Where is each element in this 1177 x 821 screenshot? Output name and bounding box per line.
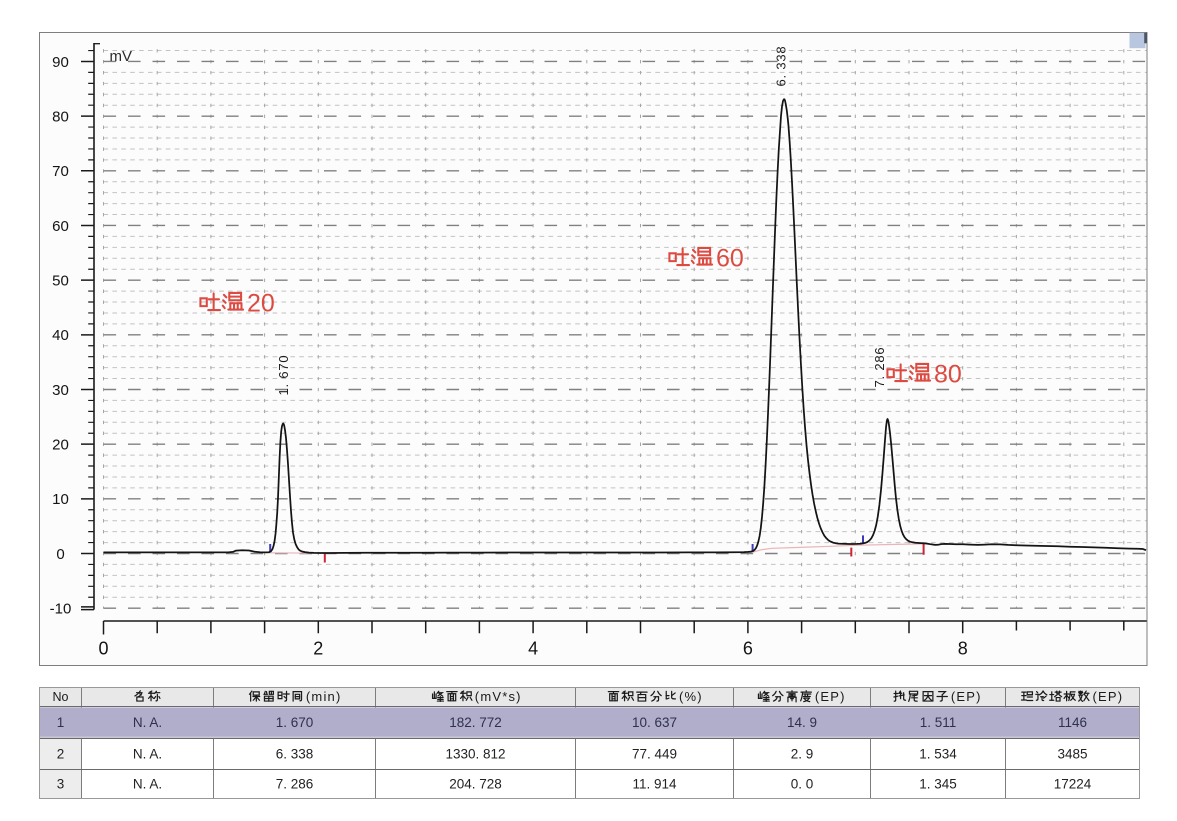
svg-text:6. 338: 6. 338	[276, 747, 314, 762]
svg-text:1146: 1146	[1058, 715, 1087, 730]
svg-text:3: 3	[57, 776, 65, 791]
svg-text:2: 2	[57, 747, 65, 762]
svg-text:80: 80	[934, 361, 962, 389]
svg-text:1. 670: 1. 670	[276, 715, 314, 730]
svg-text:20: 20	[247, 290, 275, 318]
svg-text:N. A.: N. A.	[133, 776, 162, 791]
svg-text:2: 2	[313, 639, 323, 659]
svg-text:(%): (%)	[679, 689, 703, 704]
svg-text:0: 0	[56, 546, 64, 563]
svg-text:N. A.: N. A.	[133, 747, 162, 762]
svg-text:2. 9: 2. 9	[791, 747, 814, 762]
svg-text:1: 1	[57, 715, 65, 730]
svg-text:0. 0: 0. 0	[791, 776, 814, 791]
svg-text:90: 90	[52, 54, 69, 71]
svg-text:14. 9: 14. 9	[787, 715, 817, 730]
svg-text:1. 345: 1. 345	[919, 776, 957, 791]
svg-text:(EP): (EP)	[815, 689, 846, 704]
svg-text:182. 772: 182. 772	[449, 715, 502, 730]
svg-text:1. 670: 1. 670	[276, 355, 291, 396]
svg-text:11. 914: 11. 914	[632, 776, 677, 791]
svg-text:20: 20	[52, 436, 69, 453]
svg-text:1. 511: 1. 511	[920, 715, 957, 730]
svg-text:7. 286: 7. 286	[276, 776, 314, 791]
svg-text:(EP): (EP)	[1093, 689, 1124, 704]
svg-text:(mV*s): (mV*s)	[475, 689, 522, 704]
svg-text:No: No	[53, 690, 69, 704]
svg-text:3485: 3485	[1057, 747, 1087, 762]
svg-text:10: 10	[52, 491, 69, 508]
svg-text:1330. 812: 1330. 812	[445, 747, 505, 762]
svg-text:1. 534: 1. 534	[919, 747, 957, 762]
svg-text:(min): (min)	[306, 689, 342, 704]
svg-text:6. 338: 6. 338	[774, 46, 789, 87]
svg-text:4: 4	[528, 639, 538, 659]
svg-text:8: 8	[958, 639, 968, 659]
svg-text:40: 40	[52, 327, 69, 344]
svg-text:10. 637: 10. 637	[632, 715, 677, 730]
svg-text:mV: mV	[110, 48, 133, 65]
svg-text:80: 80	[52, 108, 69, 125]
svg-text:60: 60	[52, 218, 69, 235]
svg-text:0: 0	[98, 639, 108, 659]
svg-text:30: 30	[52, 382, 69, 399]
svg-text:77. 449: 77. 449	[632, 747, 677, 762]
svg-text:(EP): (EP)	[951, 689, 982, 704]
svg-text:60: 60	[716, 245, 744, 273]
svg-text:N. A.: N. A.	[133, 715, 162, 730]
svg-text:17224: 17224	[1054, 776, 1092, 791]
svg-text:70: 70	[52, 163, 69, 180]
svg-text:-10: -10	[50, 600, 72, 617]
svg-text:204. 728: 204. 728	[449, 776, 502, 791]
svg-text:50: 50	[52, 272, 69, 289]
svg-text:7. 286: 7. 286	[872, 347, 887, 388]
svg-text:6: 6	[743, 639, 753, 659]
